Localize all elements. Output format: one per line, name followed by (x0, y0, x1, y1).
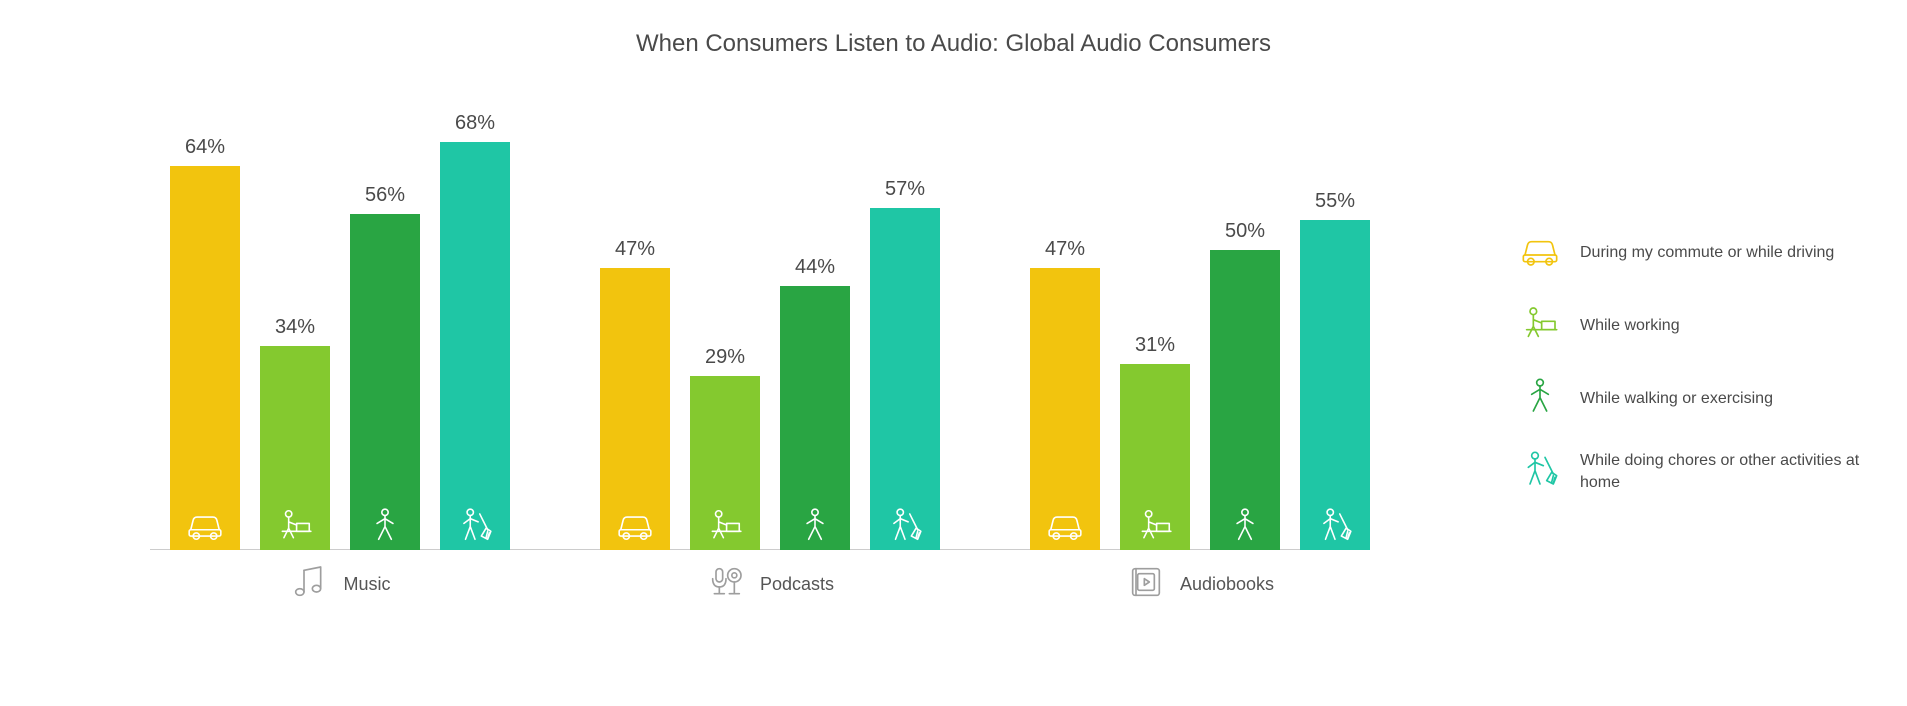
bar-value-label: 34% (260, 316, 330, 339)
bar-podcasts-chores: 57% (870, 208, 940, 550)
bar-audiobooks-chores: 55% (1300, 220, 1370, 550)
bar-audiobooks-walking: 50% (1210, 250, 1280, 550)
legend: During my commute or while driving While… (1520, 230, 1860, 522)
legend-item-working: While working (1520, 303, 1860, 348)
group-label: Podcasts (760, 574, 834, 595)
desk-icon (260, 506, 330, 544)
legend-item-walking: While walking or exercising (1520, 376, 1860, 421)
chart-area: 64% 34% 56% 68% (150, 100, 1400, 610)
bar-value-label: 29% (690, 346, 760, 369)
bar-value-label: 47% (600, 238, 670, 261)
bar-podcasts-commute: 47% (600, 268, 670, 550)
car-icon (170, 506, 240, 544)
walk-icon (1520, 376, 1560, 421)
broom-icon (870, 506, 940, 544)
bar-music-chores: 68% (440, 142, 510, 550)
bar-row: 47% 31% 50% 55% (1030, 220, 1370, 550)
broom-icon (1520, 449, 1560, 494)
bar-row: 47% 29% 44% 57% (600, 208, 940, 550)
bar-value-label: 56% (350, 184, 420, 207)
bar-audiobooks-commute: 47% (1030, 268, 1100, 550)
group-caption-music: Music (170, 562, 510, 607)
car-icon (1030, 506, 1100, 544)
legend-label: While doing chores or other activities a… (1580, 450, 1860, 493)
group-label: Audiobooks (1180, 574, 1274, 595)
desk-icon (1120, 506, 1190, 544)
walk-icon (780, 506, 850, 544)
bar-value-label: 50% (1210, 220, 1280, 243)
bar-podcasts-working: 29% (690, 376, 760, 550)
legend-item-chores: While doing chores or other activities a… (1520, 449, 1860, 494)
bar-value-label: 44% (780, 256, 850, 279)
broom-icon (1300, 506, 1370, 544)
bar-value-label: 57% (870, 178, 940, 201)
bar-row: 64% 34% 56% 68% (170, 142, 510, 550)
bar-podcasts-walking: 44% (780, 286, 850, 550)
bar-value-label: 55% (1300, 190, 1370, 213)
desk-icon (1520, 303, 1560, 348)
desk-icon (690, 506, 760, 544)
bar-value-label: 68% (440, 112, 510, 135)
group-caption-audiobooks: Audiobooks (1030, 562, 1370, 607)
bar-music-working: 34% (260, 346, 330, 550)
car-icon (1520, 230, 1560, 275)
bar-value-label: 31% (1120, 334, 1190, 357)
bar-audiobooks-working: 31% (1120, 364, 1190, 550)
chart-title: When Consumers Listen to Audio: Global A… (0, 30, 1907, 58)
broom-icon (440, 506, 510, 544)
bar-value-label: 47% (1030, 238, 1100, 261)
walk-icon (1210, 506, 1280, 544)
music-note-icon (289, 562, 329, 607)
legend-label: While walking or exercising (1580, 388, 1773, 410)
audiobook-icon (1126, 562, 1166, 607)
legend-label: During my commute or while driving (1580, 242, 1834, 264)
walk-icon (350, 506, 420, 544)
bar-music-walking: 56% (350, 214, 420, 550)
podcast-icon (706, 562, 746, 607)
bar-value-label: 64% (170, 136, 240, 159)
group-label: Music (343, 574, 390, 595)
legend-item-commute: During my commute or while driving (1520, 230, 1860, 275)
legend-label: While working (1580, 315, 1680, 337)
group-caption-podcasts: Podcasts (600, 562, 940, 607)
bar-music-commute: 64% (170, 166, 240, 550)
car-icon (600, 506, 670, 544)
